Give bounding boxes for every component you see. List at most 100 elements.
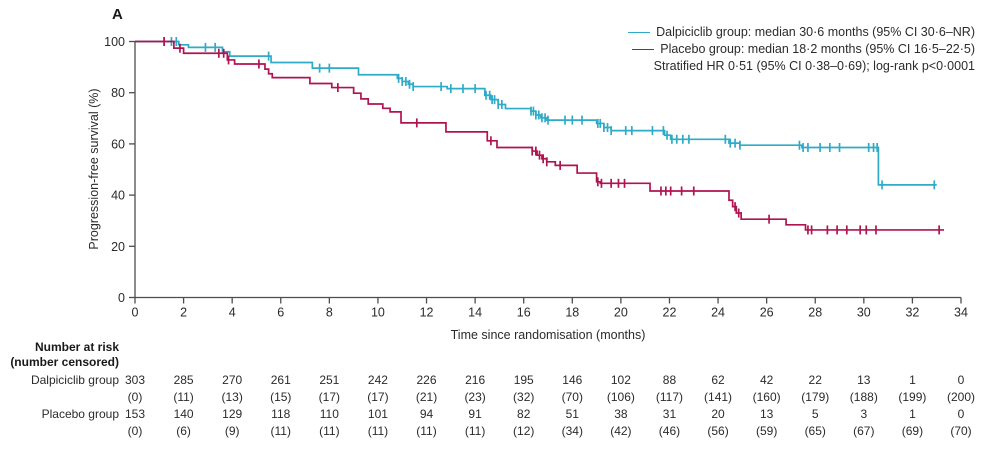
panel-label: A xyxy=(112,6,123,23)
risk-censored-cell: (106) xyxy=(606,390,635,404)
y-tick-label: 60 xyxy=(111,137,125,151)
risk-censored-cell: (42) xyxy=(610,424,632,438)
risk-censored-cell: (70) xyxy=(950,424,972,438)
risk-censored-cell: (0) xyxy=(127,424,143,438)
x-tick-label: 34 xyxy=(954,306,968,320)
x-tick-label: 18 xyxy=(565,306,579,320)
risk-count-cell: 88 xyxy=(662,373,677,387)
risk-count-cell: 94 xyxy=(419,407,434,421)
legend-entry: Dalpiciclib group: median 30·6 months (9… xyxy=(628,24,975,41)
risk-count-cell: 38 xyxy=(614,407,628,421)
placebo-curve xyxy=(135,40,944,231)
risk-count-cell: 5 xyxy=(811,407,819,421)
risk-count-cell: 118 xyxy=(271,407,291,421)
risk-censored-cell: (160) xyxy=(752,390,781,404)
risk-table-subheader: (number censored) xyxy=(10,355,119,369)
risk-count-cell: 82 xyxy=(517,407,531,421)
risk-count-cell: 101 xyxy=(367,407,388,421)
risk-censored-cell: (65) xyxy=(804,424,826,438)
risk-count-cell: 1 xyxy=(909,407,916,421)
x-tick-label: 28 xyxy=(808,306,822,320)
risk-count-cell: 195 xyxy=(513,373,534,387)
y-tick-label: 80 xyxy=(111,86,125,100)
legend-note: Stratified HR 0·51 (95% CI 0·38–0·69); l… xyxy=(653,59,975,73)
risk-count-cell: 62 xyxy=(711,373,725,387)
risk-table-header: Number at risk xyxy=(34,340,119,354)
risk-censored-cell: (6) xyxy=(176,424,191,438)
risk-count-cell: 22 xyxy=(808,373,822,387)
risk-censored-cell: (9) xyxy=(224,424,240,438)
risk-censored-cell: (21) xyxy=(415,390,438,404)
risk-censored-cell: (32) xyxy=(513,390,535,404)
risk-count-cell: 261 xyxy=(270,373,291,387)
y-tick-label: 40 xyxy=(111,189,125,203)
legend: Dalpiciclib group: median 30·6 months (9… xyxy=(628,24,975,75)
risk-censored-cell: (141) xyxy=(704,390,733,404)
legend-entry-label: Dalpiciclib group: median 30·6 months (9… xyxy=(656,25,975,39)
risk-row-label: Dalpiciclib group xyxy=(30,373,119,387)
risk-censored-cell: (13) xyxy=(221,390,243,404)
x-tick-label: 16 xyxy=(517,306,531,320)
risk-censored-cell: (56) xyxy=(707,424,729,438)
risk-count-cell: 20 xyxy=(711,407,725,421)
risk-censored-cell: (46) xyxy=(658,424,681,438)
risk-censored-cell: (69) xyxy=(901,424,924,438)
legend-line-swatch xyxy=(628,32,651,33)
x-tick-label: 24 xyxy=(711,306,725,320)
risk-censored-cell: (0) xyxy=(127,390,143,404)
risk-censored-cell: (11) xyxy=(367,424,389,438)
risk-count-cell: 146 xyxy=(562,373,583,387)
risk-censored-cell: (188) xyxy=(849,390,878,404)
risk-count-cell: 91 xyxy=(468,407,482,421)
risk-count-cell: 13 xyxy=(759,407,774,421)
x-tick-label: 10 xyxy=(371,306,385,320)
risk-row-label: Placebo group xyxy=(41,407,119,421)
risk-count-cell: 1 xyxy=(909,373,916,387)
risk-censored-cell: (70) xyxy=(561,390,583,404)
risk-count-cell: 140 xyxy=(173,407,194,421)
risk-count-cell: 216 xyxy=(465,373,486,387)
risk-count-cell: 110 xyxy=(319,407,339,421)
x-tick-label: 2 xyxy=(180,306,187,320)
risk-censored-cell: (12) xyxy=(513,424,535,438)
risk-count-cell: 0 xyxy=(957,407,965,421)
risk-censored-cell: (59) xyxy=(755,424,778,438)
risk-count-cell: 31 xyxy=(662,407,677,421)
risk-censored-cell: (11) xyxy=(319,424,340,438)
risk-count-cell: 0 xyxy=(957,373,965,387)
x-tick-label: 12 xyxy=(420,306,434,320)
risk-censored-cell: (15) xyxy=(270,390,292,404)
legend-entry-label: Placebo group: median 18·2 months (95% C… xyxy=(660,42,975,56)
risk-censored-cell: (23) xyxy=(464,390,486,404)
risk-count-cell: 51 xyxy=(565,407,579,421)
risk-count-cell: 13 xyxy=(857,373,871,387)
risk-count-cell: 42 xyxy=(759,373,774,387)
x-tick-label: 6 xyxy=(277,306,284,320)
risk-censored-cell: (11) xyxy=(173,390,194,404)
risk-censored-cell: (11) xyxy=(464,424,486,438)
risk-count-cell: 251 xyxy=(319,373,340,387)
risk-censored-cell: (17) xyxy=(367,390,389,404)
x-tick-label: 0 xyxy=(132,306,139,320)
x-tick-label: 8 xyxy=(326,306,333,320)
risk-count-cell: 285 xyxy=(173,373,194,387)
x-tick-label: 32 xyxy=(905,306,919,320)
risk-censored-cell: (179) xyxy=(801,390,830,404)
legend-entry: Placebo group: median 18·2 months (95% C… xyxy=(628,41,975,58)
risk-censored-cell: (67) xyxy=(853,424,875,438)
risk-count-cell: 226 xyxy=(416,373,437,387)
risk-count-cell: 3 xyxy=(860,407,868,421)
risk-censored-cell: (11) xyxy=(416,424,437,438)
y-tick-label: 100 xyxy=(104,35,125,49)
risk-censored-cell: (17) xyxy=(318,390,341,404)
risk-censored-cell: (200) xyxy=(946,390,975,404)
x-axis-title: Time since randomisation (months) xyxy=(450,328,646,342)
risk-count-cell: 129 xyxy=(222,407,243,421)
risk-count-cell: 270 xyxy=(222,373,243,387)
risk-censored-cell: (11) xyxy=(270,424,291,438)
risk-count-cell: 102 xyxy=(610,373,631,387)
x-tick-label: 14 xyxy=(468,306,482,320)
y-tick-label: 20 xyxy=(111,240,125,254)
